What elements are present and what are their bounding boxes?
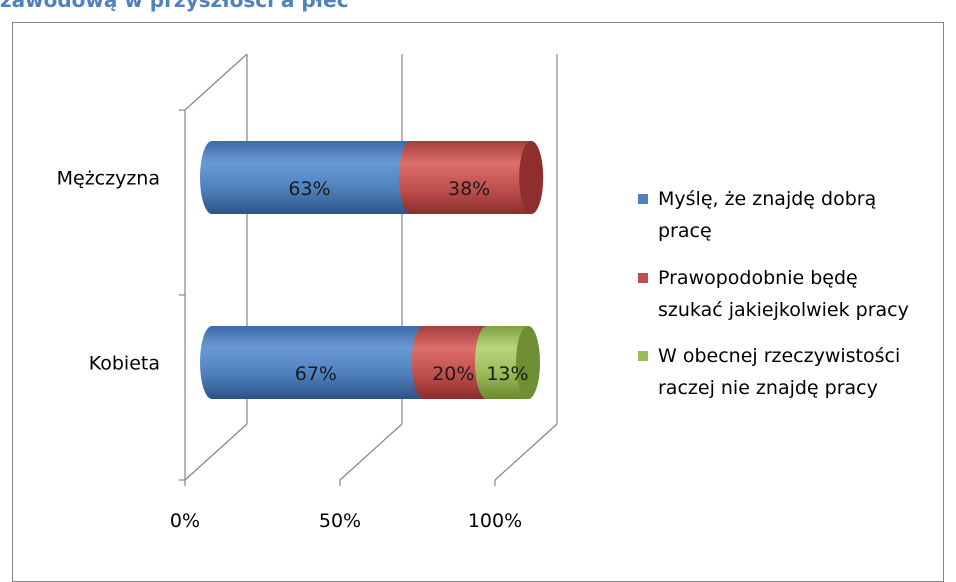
chart-frame bbox=[12, 22, 944, 582]
floor-gridline bbox=[184, 423, 248, 481]
x-tick-label: 0% bbox=[170, 510, 200, 532]
bar-segment-mężczyzna-1 bbox=[399, 141, 544, 214]
x-tick-label: 50% bbox=[319, 510, 361, 532]
data-label: 38% bbox=[448, 178, 490, 200]
legend-swatch bbox=[638, 194, 648, 204]
floor-gridline bbox=[339, 423, 403, 481]
data-label: 20% bbox=[432, 363, 474, 385]
category-label: Kobieta bbox=[89, 353, 160, 375]
page-heading: zawodową w przyszłości a płeć bbox=[0, 0, 349, 12]
bar-body bbox=[200, 141, 424, 214]
bar-end-cap bbox=[516, 326, 540, 399]
data-label: 67% bbox=[295, 363, 337, 385]
bar-segment-mężczyzna-0 bbox=[200, 141, 424, 214]
chart-bars bbox=[200, 141, 544, 399]
floor-gridline bbox=[494, 423, 558, 481]
data-label: 63% bbox=[288, 178, 330, 200]
bar-body bbox=[399, 141, 544, 214]
bar-segment-kobieta-0 bbox=[200, 326, 436, 399]
legend-label: szukać jakiejkolwiek pracy bbox=[658, 299, 909, 321]
bar-segment-kobieta-2 bbox=[474, 326, 540, 399]
legend-label: W obecnej rzeczywistości bbox=[658, 345, 900, 367]
legend-swatch bbox=[638, 351, 648, 361]
data-label: 13% bbox=[486, 363, 528, 385]
bar-body bbox=[200, 326, 436, 399]
category-label: Mężczyzna bbox=[57, 168, 160, 190]
legend-label: Myślę, że znajdę dobrą bbox=[658, 188, 876, 210]
chart-legend: Myślę, że znajdę dobrą pracę Prawopodobnie… bbox=[638, 188, 909, 399]
chart-axes bbox=[179, 53, 558, 486]
legend-label: pracę bbox=[658, 220, 712, 242]
bar-end-cap bbox=[519, 141, 544, 214]
wall-top-edge bbox=[184, 53, 248, 111]
chart-labels: 0% 50% 100% 63% 38% Mężczyzna 67% 20% 13% Kobieta bbox=[57, 168, 529, 533]
legend-label: Prawopodobnie będę bbox=[658, 267, 858, 289]
x-tick-label: 100% bbox=[468, 510, 522, 532]
legend-swatch bbox=[638, 273, 648, 283]
legend-label: raczej nie znajdę pracy bbox=[658, 377, 878, 399]
